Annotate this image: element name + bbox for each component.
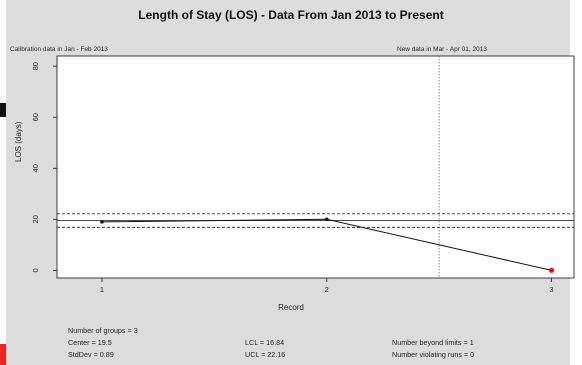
y-tick-label: 60 bbox=[31, 113, 40, 121]
new-data-label: New data in Mar - Apr 01, 2013 bbox=[397, 46, 487, 53]
y-tick-label: 0 bbox=[31, 268, 40, 272]
data-point bbox=[100, 220, 104, 224]
stat-beyond-limits: Number beyond limits = 1 bbox=[392, 338, 474, 347]
chart-title: Length of Stay (LOS) - Data From Jan 201… bbox=[138, 8, 444, 22]
calibration-label: Calibration data in Jan - Feb 2013 bbox=[10, 46, 108, 53]
y-axis-label: LOS (days) bbox=[14, 121, 23, 162]
stat-lcl: LCL = 16.84 bbox=[245, 338, 285, 347]
y-tick-label: 40 bbox=[31, 164, 40, 172]
plot-frame bbox=[56, 55, 575, 279]
stat-center: Center = 19.5 bbox=[68, 338, 112, 347]
x-tick-label: 2 bbox=[325, 285, 329, 294]
stat-groups: Number of groups = 3 bbox=[68, 326, 138, 335]
edge-marker-left bbox=[0, 103, 6, 117]
y-tick-label: 80 bbox=[31, 62, 40, 70]
x-tick-label: 1 bbox=[100, 285, 104, 294]
stat-ucl: UCL = 22.16 bbox=[245, 350, 286, 359]
stat-violating-runs: Number violating runs = 0 bbox=[392, 350, 475, 359]
plot-area bbox=[57, 56, 574, 278]
stat-stddev: StdDev = 0.89 bbox=[68, 350, 114, 359]
y-tick-label: 20 bbox=[31, 215, 40, 223]
point-beyond-limits bbox=[549, 267, 555, 273]
data-point bbox=[324, 217, 329, 222]
x-axis-label: Record bbox=[278, 303, 304, 312]
x-tick-label: 3 bbox=[549, 285, 553, 294]
edge-marker-bottom bbox=[0, 344, 6, 365]
